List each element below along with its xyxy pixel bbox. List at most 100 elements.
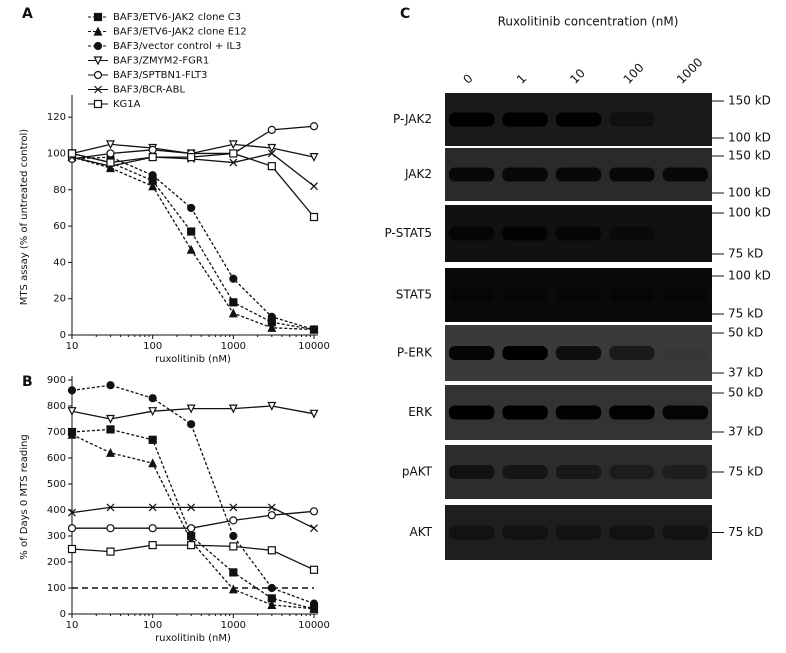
legend-label: BAF3/SPTBN1-FLT3 — [113, 70, 207, 81]
series-line — [71, 152, 315, 331]
marker — [148, 407, 158, 417]
y-tick-label: 100 — [47, 583, 66, 594]
x-tick-label: 10 — [66, 341, 79, 352]
y-tick-label: 120 — [47, 112, 66, 123]
marker — [267, 312, 276, 321]
kd-label: 100 kD — [728, 131, 771, 145]
marker — [187, 503, 196, 512]
marker — [309, 507, 319, 516]
band — [449, 525, 495, 540]
marker — [229, 158, 238, 167]
marker — [148, 171, 157, 180]
marker — [229, 298, 238, 307]
marker — [267, 162, 276, 171]
band — [555, 167, 602, 182]
row-label: pAKT — [402, 465, 433, 479]
marker — [267, 125, 276, 134]
marker — [68, 508, 76, 517]
x-tick-label: 10 — [66, 620, 79, 631]
marker — [93, 70, 103, 80]
x-tick-label: 1000 — [221, 620, 246, 631]
marker — [228, 404, 238, 414]
kd-label: 75 kD — [728, 307, 763, 321]
band — [449, 288, 495, 302]
x-tick-label: 10000 — [298, 620, 330, 631]
marker — [229, 516, 238, 525]
kd-label: 75 kD — [728, 525, 763, 539]
band — [662, 346, 708, 360]
marker — [106, 524, 115, 533]
marker — [309, 599, 319, 608]
marker — [106, 503, 115, 512]
blot-title: Ruxolitinib concentration (nM) — [498, 15, 679, 29]
band — [555, 465, 602, 479]
legend-label: BAF3/ETV6-JAK2 clone C3 — [113, 12, 241, 23]
y-tick-label: 600 — [47, 453, 66, 464]
band — [449, 405, 495, 420]
marker — [93, 12, 103, 22]
series-line — [71, 156, 315, 331]
band — [555, 405, 602, 420]
row-label: STAT5 — [396, 288, 432, 302]
legend-label: BAF3/ZMYM2-FGR1 — [113, 56, 209, 67]
marker — [229, 274, 238, 283]
band — [609, 112, 655, 127]
lane-label: 1 — [514, 71, 529, 86]
band — [502, 112, 548, 127]
marker — [67, 429, 77, 439]
y-tick-label: 200 — [47, 557, 66, 568]
band — [609, 465, 655, 479]
series-line — [71, 434, 315, 610]
band — [555, 346, 602, 360]
row-label: JAK2 — [404, 167, 432, 181]
band — [555, 226, 602, 241]
legend-label: BAF3/vector control + IL3 — [113, 41, 241, 52]
y-tick-label: 800 — [47, 401, 66, 412]
marker — [228, 140, 238, 150]
band — [555, 112, 602, 127]
band — [555, 525, 602, 540]
band — [449, 346, 495, 360]
row-label: P-STAT5 — [384, 226, 432, 240]
marker — [106, 158, 115, 167]
row-label: ERK — [408, 405, 433, 419]
marker — [267, 546, 276, 555]
marker — [186, 404, 196, 414]
marker — [148, 503, 157, 512]
marker — [186, 244, 196, 254]
marker — [267, 583, 276, 593]
marker — [106, 547, 115, 556]
x-tick-label: 1000 — [221, 341, 246, 352]
y-tick-label: 20 — [53, 294, 66, 305]
band — [502, 167, 548, 182]
row-label: P-JAK2 — [393, 112, 432, 126]
kd-label: 150 kD — [728, 94, 771, 108]
band — [609, 226, 655, 241]
x-tick-label: 100 — [143, 341, 162, 352]
band — [449, 112, 495, 127]
marker — [267, 322, 277, 332]
band — [502, 288, 548, 302]
marker — [148, 458, 158, 468]
marker — [106, 381, 115, 390]
kd-label: 100 kD — [728, 269, 771, 283]
marker — [267, 143, 277, 153]
panel-label: B — [22, 374, 33, 390]
marker — [267, 503, 276, 512]
marker — [309, 325, 319, 334]
y-tick-label: 900 — [47, 375, 66, 386]
marker — [187, 420, 196, 429]
marker — [148, 540, 157, 550]
kd-label: 50 kD — [728, 386, 763, 400]
y-tick-label: 0 — [60, 330, 66, 341]
marker — [106, 140, 115, 150]
marker — [148, 152, 157, 162]
y-axis-label: MTS assay (% of untreated control) — [19, 129, 30, 305]
y-tick-label: 80 — [53, 185, 66, 196]
band — [609, 525, 655, 540]
kd-label: 75 kD — [728, 247, 763, 261]
band — [609, 167, 655, 182]
band — [502, 525, 548, 540]
